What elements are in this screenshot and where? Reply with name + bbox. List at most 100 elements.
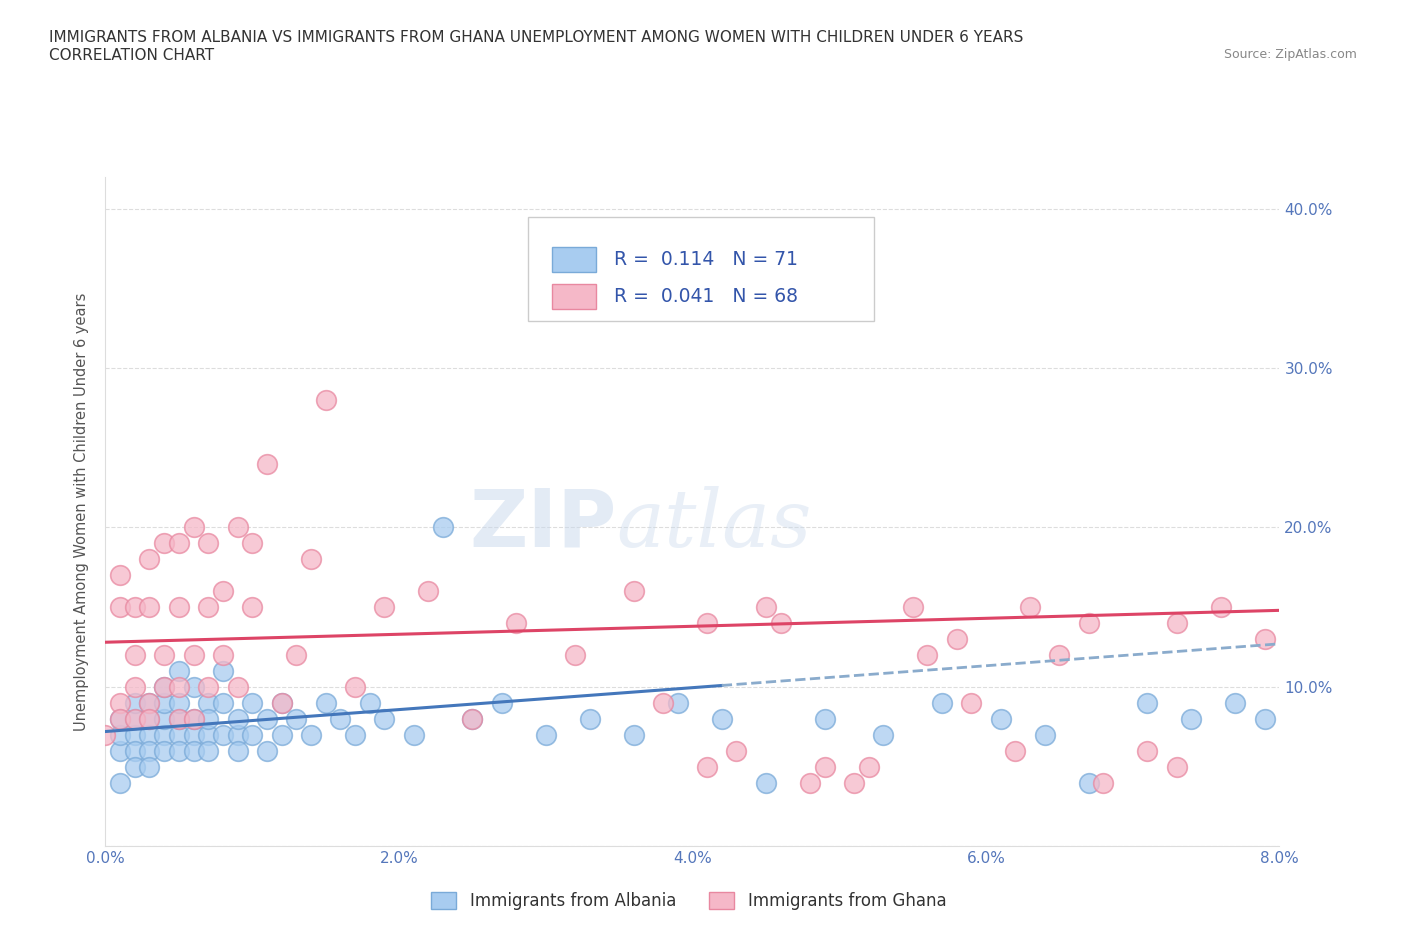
Point xyxy=(256,457,278,472)
Point xyxy=(167,696,190,711)
Point xyxy=(945,631,967,646)
Point xyxy=(240,536,263,551)
Legend: Immigrants from Albania, Immigrants from Ghana: Immigrants from Albania, Immigrants from… xyxy=(425,885,953,917)
Point xyxy=(167,600,190,615)
Point xyxy=(211,584,233,599)
Point xyxy=(432,520,454,535)
Point xyxy=(197,536,219,551)
Point xyxy=(138,711,160,726)
Point xyxy=(108,743,131,758)
Point xyxy=(534,727,557,742)
Point xyxy=(167,663,190,678)
Point xyxy=(108,600,131,615)
Point xyxy=(167,680,190,695)
Point xyxy=(1077,616,1099,631)
Point xyxy=(256,711,278,726)
Point xyxy=(153,727,176,742)
Text: CORRELATION CHART: CORRELATION CHART xyxy=(49,48,214,63)
Point xyxy=(211,663,233,678)
Point xyxy=(167,711,190,726)
Point xyxy=(183,727,205,742)
Point xyxy=(124,759,146,774)
Point xyxy=(1136,696,1159,711)
Point xyxy=(813,759,835,774)
Point xyxy=(315,696,337,711)
Point xyxy=(197,743,219,758)
Point xyxy=(901,600,924,615)
Point xyxy=(270,696,292,711)
Point xyxy=(1254,631,1277,646)
Point xyxy=(813,711,835,726)
Point xyxy=(197,727,219,742)
Text: IMMIGRANTS FROM ALBANIA VS IMMIGRANTS FROM GHANA UNEMPLOYMENT AMONG WOMEN WITH C: IMMIGRANTS FROM ALBANIA VS IMMIGRANTS FR… xyxy=(49,30,1024,45)
Point xyxy=(240,696,263,711)
Point xyxy=(491,696,513,711)
Point xyxy=(1254,711,1277,726)
Point xyxy=(1166,759,1188,774)
Point xyxy=(696,759,718,774)
Point xyxy=(153,680,176,695)
Point xyxy=(299,551,322,566)
Point xyxy=(285,647,308,662)
Point xyxy=(1092,775,1115,790)
Point xyxy=(124,711,146,726)
Point xyxy=(270,696,292,711)
Point xyxy=(915,647,938,662)
Point xyxy=(418,584,440,599)
Point xyxy=(197,680,219,695)
Point xyxy=(183,711,205,726)
Point xyxy=(755,600,778,615)
Point xyxy=(315,392,337,407)
Point xyxy=(108,696,131,711)
Point xyxy=(226,680,249,695)
Point xyxy=(197,711,219,726)
Text: R =  0.041   N = 68: R = 0.041 N = 68 xyxy=(614,287,797,306)
Point xyxy=(343,680,366,695)
Point xyxy=(564,647,586,662)
Point xyxy=(183,680,205,695)
Point xyxy=(240,600,263,615)
Point xyxy=(124,727,146,742)
Point xyxy=(461,711,484,726)
Point xyxy=(931,696,953,711)
FancyBboxPatch shape xyxy=(551,284,596,310)
Point xyxy=(299,727,322,742)
Point xyxy=(108,711,131,726)
Point xyxy=(1180,711,1202,726)
Point xyxy=(108,711,131,726)
FancyBboxPatch shape xyxy=(529,217,875,321)
Point xyxy=(183,743,205,758)
Point xyxy=(124,696,146,711)
Point xyxy=(226,520,249,535)
Point xyxy=(623,727,645,742)
Point xyxy=(167,727,190,742)
Point xyxy=(167,743,190,758)
Point xyxy=(858,759,880,774)
Point xyxy=(373,600,395,615)
Point xyxy=(872,727,894,742)
Point xyxy=(153,711,176,726)
Point xyxy=(666,696,689,711)
Point xyxy=(211,696,233,711)
Point xyxy=(211,727,233,742)
Point xyxy=(373,711,395,726)
Point xyxy=(138,696,160,711)
Point xyxy=(138,551,160,566)
Point xyxy=(183,647,205,662)
Point xyxy=(1033,727,1056,742)
Point xyxy=(725,743,748,758)
Point xyxy=(1047,647,1070,662)
Point xyxy=(167,536,190,551)
Point xyxy=(138,711,160,726)
Point xyxy=(359,696,381,711)
Point xyxy=(197,696,219,711)
Point xyxy=(652,696,675,711)
Point xyxy=(138,600,160,615)
Text: atlas: atlas xyxy=(616,486,811,564)
Point xyxy=(505,616,527,631)
Point xyxy=(138,696,160,711)
Point xyxy=(138,759,160,774)
Y-axis label: Unemployment Among Women with Children Under 6 years: Unemployment Among Women with Children U… xyxy=(75,292,90,731)
Point xyxy=(94,727,117,742)
Point xyxy=(990,711,1012,726)
